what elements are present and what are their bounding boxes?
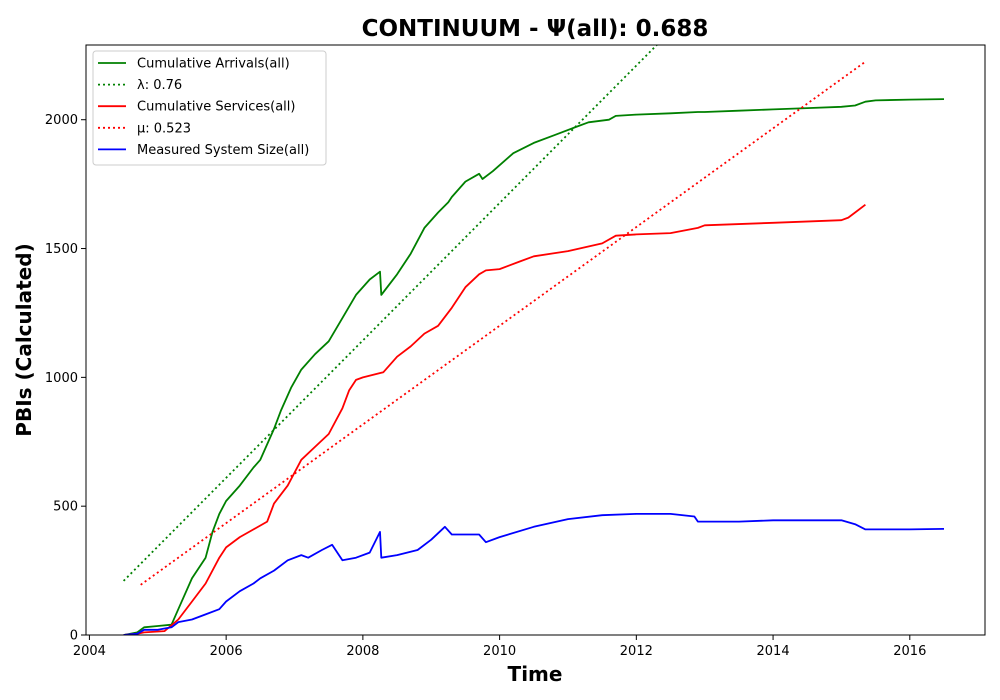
y-axis-label: PBIs (Calculated) [12,243,36,436]
x-axis: 2004 2006 2008 2010 2012 2014 2016 [73,635,926,659]
series-line-0 [123,98,945,635]
series-line-1 [122,45,658,582]
legend-label: Cumulative Arrivals(all) [137,57,290,72]
x-tick-label: 2010 [483,644,516,659]
legend-label: Cumulative Services(all) [137,100,295,115]
x-tick-label: 2004 [73,644,106,659]
y-tick-label: 2000 [45,113,78,128]
x-tick-label: 2006 [210,644,243,659]
x-tick-label: 2014 [757,644,790,659]
series-line-3 [140,60,866,586]
series-line-2 [123,203,866,635]
y-tick-label: 1000 [45,371,78,386]
series-line-4 [123,513,945,635]
x-tick-label: 2016 [893,644,926,659]
plot-area: 2004 2006 2008 2010 2012 2014 2016 0 500 1000 150… [45,44,986,659]
legend-label: μ: 0.523 [137,121,191,136]
legend: Cumulative Arrivals(all) λ: 0.76 Cumulativ… [92,50,327,166]
y-axis: 0 500 1000 1500 2000 [45,113,86,644]
x-tick-label: 2008 [346,644,379,659]
legend-label: Measured System Size(all) [137,143,309,158]
x-tick-label: 2012 [620,644,653,659]
legend-box [92,50,327,166]
legend-label: λ: 0.76 [137,78,182,93]
y-tick-label: 1500 [45,242,78,257]
plot-frame [85,44,986,636]
series-group [122,45,945,635]
chart-title: CONTINUUM - Ψ(all): 0.688 [362,16,709,42]
y-tick-label: 0 [70,629,78,644]
x-axis-label: Time [508,662,563,686]
y-tick-label: 500 [53,500,78,515]
